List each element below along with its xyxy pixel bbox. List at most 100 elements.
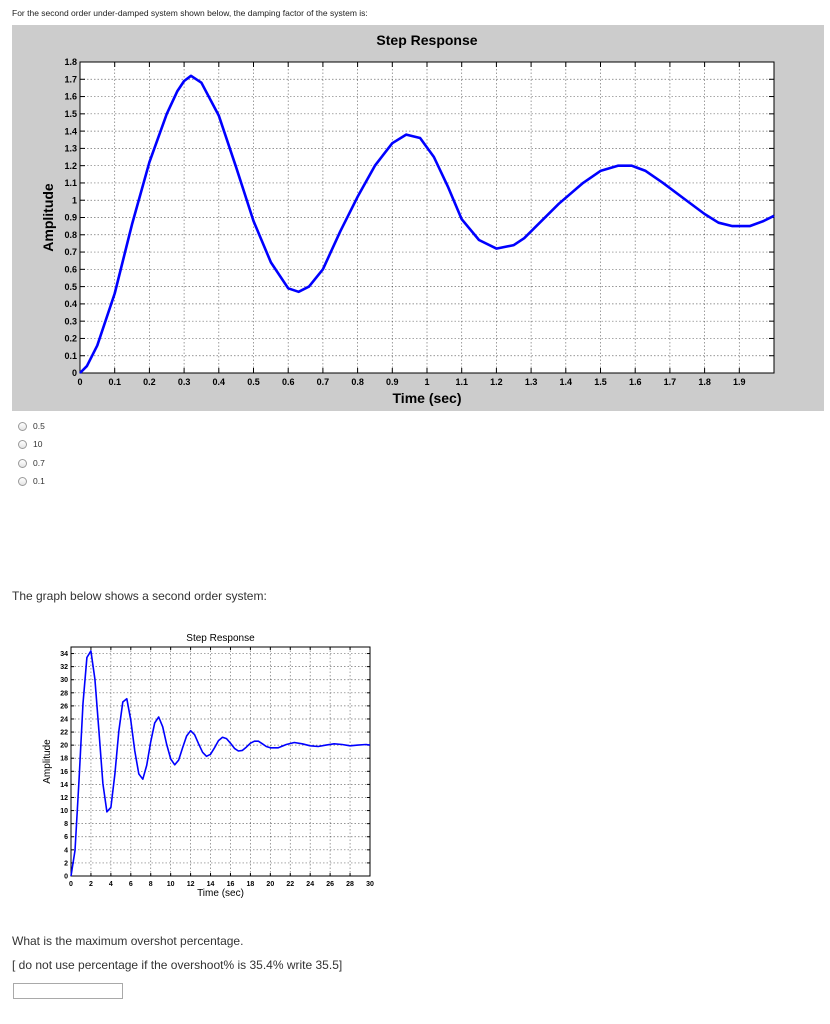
x-tick-label: 4 [109,881,113,888]
chart-title: Step Response [376,32,477,48]
y-tick-label: 0.8 [64,230,77,240]
x-tick-label: 0.8 [351,377,364,387]
x-tick-label: 0.9 [386,377,399,387]
y-tick-label: 30 [60,677,68,684]
x-axis-label: Time (sec) [393,390,462,406]
x-tick-label: 0.3 [178,377,191,387]
response-curve [79,74,775,374]
y-tick-label: 28 [60,690,68,697]
x-tick-label: 22 [286,881,294,888]
question-2-text: What is the maximum overshot percentage. [12,934,244,948]
x-tick-label: 0.4 [213,377,226,387]
y-tick-label: 0.9 [64,213,77,223]
y-tick-label: 0.2 [64,334,77,344]
y-tick-label: 1.6 [64,92,77,102]
y-tick-label: 4 [64,847,68,854]
x-tick-label: 1.1 [455,377,468,387]
x-tick-label: 1.5 [594,377,607,387]
x-tick-label: 2 [89,881,93,888]
x-tick-label: 16 [227,881,235,888]
y-tick-label: 0 [72,368,77,378]
y-tick-label: 1.5 [64,109,77,119]
x-axis-label: Time (sec) [197,888,244,899]
x-tick-label: 8 [149,881,153,888]
chart-title: Step Response [186,633,255,644]
option-0-5[interactable]: 0.5 [18,419,45,433]
x-tick-label: 0.6 [282,377,295,387]
step-response-figure-2: 0 2 4 6 8 10 12 14 16 18 20 22 24 26 28 30 0 2 4 6 8 10 12 14 16… [40,626,380,906]
x-tick-label: 20 [266,881,274,888]
radio-button[interactable] [18,439,27,449]
y-tick-label: 8 [64,821,68,828]
y-tick-label: 0.6 [64,264,77,274]
y-tick-label: 1.8 [64,57,77,67]
y-tick-label: 0.1 [64,351,77,361]
x-tick-label: 30 [366,881,374,888]
x-tick-label: 1.3 [525,377,538,387]
question-2-note: [ do not use percentage if the overshoot… [12,958,343,972]
question-1-prompt: For the second order under-damped system… [12,8,368,18]
axes-box [79,61,775,374]
y-tick-label: 10 [60,808,68,815]
option-label: 10 [33,439,43,449]
option-label: 0.5 [33,421,45,431]
y-tick-label: 16 [60,769,68,776]
y-axis-label: Amplitude [42,739,53,784]
y-tick-label: 24 [60,716,68,723]
y-tick-label: 18 [60,756,68,763]
option-0-7[interactable]: 0.7 [18,456,45,470]
y-tick-label: 1.3 [64,144,77,154]
radio-button[interactable] [18,476,27,486]
x-tick-label: 0 [69,881,73,888]
y-tick-label: 0.5 [64,282,77,292]
option-label: 0.1 [33,476,45,486]
x-tick-label: 0.7 [317,377,330,387]
y-tick-label: 0.7 [64,247,77,257]
y-tick-label: 2 [64,860,68,867]
y-tick-label: 1.2 [64,161,77,171]
x-tick-label: 12 [187,881,195,888]
x-tick-label: 0 [77,377,82,387]
step-response-chart-2: 0 2 4 6 8 10 12 14 16 18 20 22 24 26 28 300246810121416… [42,633,374,899]
y-axis-label: Amplitude [40,183,56,252]
y-tick-label: 20 [60,743,68,750]
y-tick-label: 22 [60,730,68,737]
plot-area [71,647,370,876]
option-0-1[interactable]: 0.1 [18,474,45,488]
y-tick-label: 0 [64,873,68,880]
x-tick-label: 1.8 [698,377,711,387]
x-tick-label: 1.9 [733,377,746,387]
response-curve [70,650,371,877]
y-tick-label: 1.4 [64,126,77,136]
x-tick-label: 0.2 [143,377,156,387]
y-tick-label: 12 [60,795,68,802]
x-tick-label: 1 [424,377,429,387]
x-tick-label: 10 [167,881,175,888]
y-tick-label: 32 [60,664,68,671]
y-tick-label: 34 [60,651,68,658]
answer-input[interactable] [13,983,123,999]
x-tick-label: 1.2 [490,377,503,387]
question-2-intro: The graph below shows a second order sys… [12,589,267,603]
y-tick-label: 1.1 [64,178,77,188]
x-tick-label: 1.7 [664,377,677,387]
x-tick-label: 14 [207,881,215,888]
x-tick-label: 1.4 [560,377,573,387]
y-tick-label: 1.7 [64,74,77,84]
x-tick-label: 26 [326,881,334,888]
x-tick-label: 0.5 [247,377,260,387]
x-tick-label: 1.6 [629,377,642,387]
y-tick-label: 0.3 [64,316,77,326]
option-label: 0.7 [33,458,45,468]
radio-button[interactable] [18,458,27,468]
x-tick-label: 6 [129,881,133,888]
option-10[interactable]: 10 [18,437,42,451]
radio-button[interactable] [18,421,27,431]
x-tick-label: 28 [346,881,354,888]
y-tick-label: 6 [64,834,68,841]
x-tick-label: 24 [306,881,314,888]
axes-box [70,646,371,877]
y-tick-label: 14 [60,782,68,789]
step-response-chart-1: 0 0.1 0.2 0.3 0.4 0.5 0.6 0.7 0.8 0.9 1 1.1 1.2 1.3 1.… [40,32,775,406]
x-tick-label: 18 [247,881,255,888]
